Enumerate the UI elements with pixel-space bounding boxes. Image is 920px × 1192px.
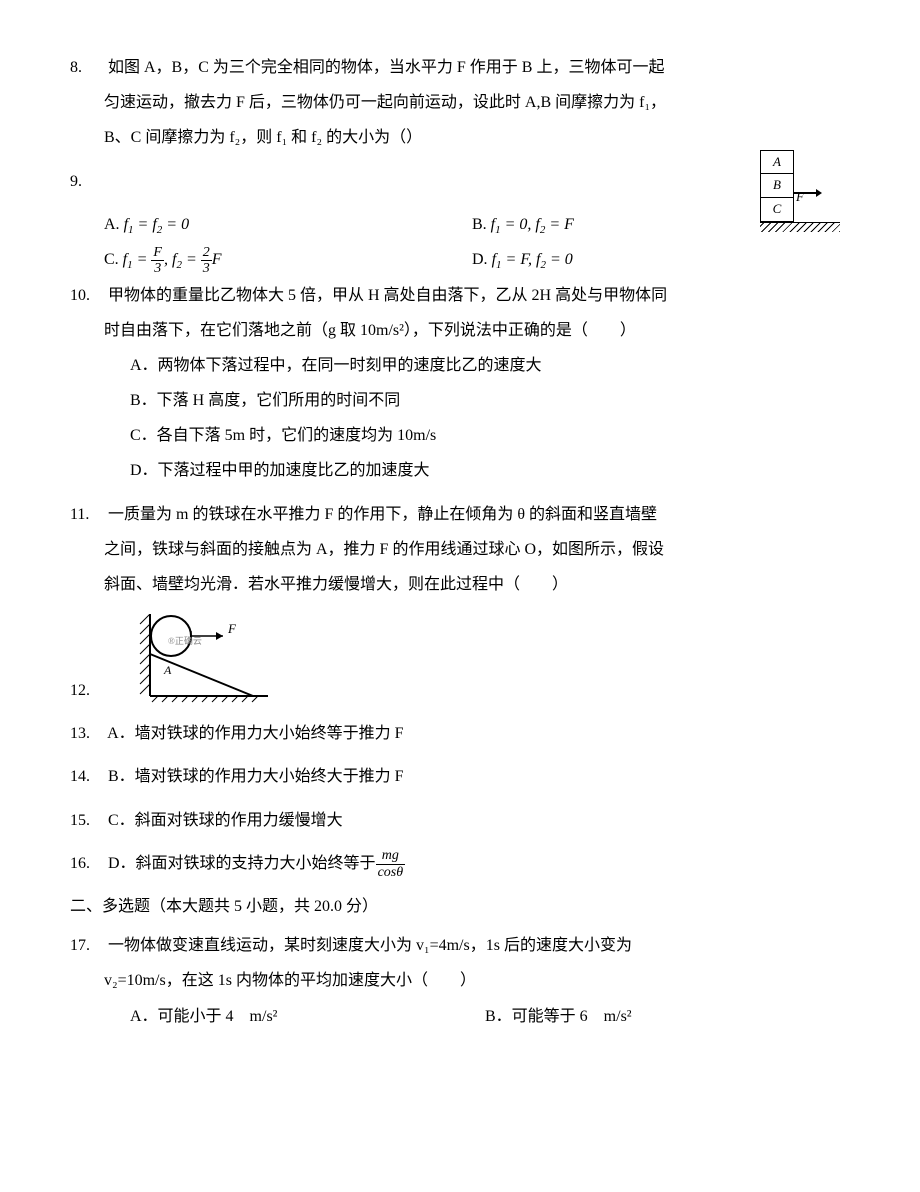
- q11-line2: 之间，铁球与斜面的接触点为 A，推力 F 的作用线通过球心 O，如图所示，假设: [104, 532, 840, 567]
- ball-incline-diagram: F A ®正确云: [138, 614, 278, 704]
- q15-text: C．斜面对铁球的作用力缓慢增大: [108, 812, 343, 829]
- watermark-text: ®正确云: [168, 635, 202, 646]
- ground-hatch: [760, 222, 840, 232]
- q10-opt-d: D．下落过程中甲的加速度比乙的加速度大: [130, 453, 840, 488]
- q17-number: 17.: [70, 928, 104, 963]
- q9-number: 9.: [70, 164, 104, 199]
- question-12: 12.: [70, 610, 840, 708]
- q8-line1: 如图 A，B，C 为三个完全相同的物体，当水平力 F 作用于 B 上，三物体可一…: [108, 50, 818, 85]
- question-13: 13. A．墙对铁球的作用力大小始终等于推力 F: [70, 716, 840, 751]
- q16-text-pre: D．斜面对铁球的支持力大小始终等于: [108, 855, 376, 872]
- q8-options-row2: C. f1 = F3, f2 = 23F D. f1 = F, f2 = 0: [104, 242, 840, 277]
- q17-options: A．可能小于 4 m/s² B．可能等于 6 m/s²: [130, 999, 840, 1034]
- point-a-label: A: [163, 663, 172, 677]
- opt-b-label: B.: [472, 216, 491, 233]
- q8-number: 8.: [70, 50, 104, 85]
- q10-opt-b: B．下落 H 高度，它们所用的时间不同: [130, 383, 840, 418]
- wall-hatch: [140, 614, 150, 694]
- question-8: 8. 如图 A，B，C 为三个完全相同的物体，当水平力 F 作用于 B 上，三物…: [70, 50, 840, 156]
- q17-line1: 一物体做变速直线运动，某时刻速度大小为 v₁=4m/s，1s 后的速度大小变为: [108, 928, 818, 963]
- opt-d-label: D.: [472, 251, 492, 268]
- opt-c-label: C.: [104, 251, 123, 268]
- question-16: 16. D．斜面对铁球的支持力大小始终等于mgcosθ: [70, 846, 840, 881]
- question-14: 14. B．墙对铁球的作用力大小始终大于推力 F: [70, 759, 840, 794]
- q8-line2: 匀速运动，撤去力 F 后，三物体仍可一起向前运动，设此时 A,B 间摩擦力为 f…: [104, 85, 840, 120]
- q11-number: 11.: [70, 497, 104, 532]
- option-d: D. f1 = F, f2 = 0: [472, 242, 840, 277]
- box-c: C: [760, 198, 794, 222]
- q14-text: B．墙对铁球的作用力大小始终大于推力 F: [108, 768, 404, 785]
- q11-line1: 一质量为 m 的铁球在水平推力 F 的作用下，静止在倾角为 θ 的斜面和竖直墙壁: [108, 497, 818, 532]
- force-f-label: F: [227, 621, 237, 636]
- q10-opt-c: C．各自下落 5m 时，它们的速度均为 10m/s: [130, 418, 840, 453]
- question-10: 10. 甲物体的重量比乙物体大 5 倍，甲从 H 高处自由落下，乙从 2H 高处…: [70, 278, 840, 489]
- opt-b-expr: f1 = 0, f2 = F: [491, 216, 574, 233]
- opt-d-expr: f1 = F, f2 = 0: [492, 251, 573, 268]
- q14-number: 14.: [70, 759, 104, 794]
- q13-number: 13.: [70, 716, 104, 751]
- q11-line3: 斜面、墙壁均光滑．若水平推力缓慢增大，则在此过程中（ ）: [104, 567, 840, 602]
- option-a: A. f1 = f2 = 0: [104, 207, 472, 242]
- section-2-title: 二、多选题（本大题共 5 小题，共 20.0 分）: [70, 889, 840, 924]
- opt-a-expr: f1 = f2 = 0: [124, 216, 190, 233]
- q17-line2: v₂=10m/s，在这 1s 内物体的平均加速度大小（ ）: [104, 963, 840, 998]
- q10-opt-a: A．两物体下落过程中，在同一时刻甲的速度比乙的速度大: [130, 348, 840, 383]
- q16-fraction: mgcosθ: [376, 848, 406, 880]
- question-9: 9.: [70, 164, 840, 199]
- q17-opt-a: A．可能小于 4 m/s²: [130, 999, 485, 1034]
- q15-number: 15.: [70, 803, 104, 838]
- option-c: C. f1 = F3, f2 = 23F: [104, 242, 472, 277]
- question-11: 11. 一质量为 m 的铁球在水平推力 F 的作用下，静止在倾角为 θ 的斜面和…: [70, 497, 840, 603]
- question-17: 17. 一物体做变速直线运动，某时刻速度大小为 v₁=4m/s，1s 后的速度大…: [70, 928, 840, 1034]
- q8-line3: B、C 间摩擦力为 f₂，则 f₁ 和 f₂ 的大小为（）: [104, 120, 840, 155]
- q8-options-row1: A. f1 = f2 = 0 B. f1 = 0, f2 = F: [104, 207, 840, 242]
- q10-line2: 时自由落下，在它们落地之前（g 取 10m/s²），下列说法中正确的是（ ）: [104, 313, 840, 348]
- q17-opt-b: B．可能等于 6 m/s²: [485, 999, 840, 1034]
- question-15: 15. C．斜面对铁球的作用力缓慢增大: [70, 803, 840, 838]
- q12-number: 12.: [70, 673, 104, 708]
- q10-line1: 甲物体的重量比乙物体大 5 倍，甲从 H 高处自由落下，乙从 2H 高处与甲物体…: [108, 278, 818, 313]
- q10-number: 10.: [70, 278, 104, 313]
- force-head: [216, 632, 223, 640]
- q13-text: A．墙对铁球的作用力大小始终等于推力 F: [107, 725, 403, 742]
- opt-a-label: A.: [104, 216, 124, 233]
- q16-number: 16.: [70, 846, 104, 881]
- opt-c-expr: f1 = F3, f2 = 23F: [123, 251, 222, 268]
